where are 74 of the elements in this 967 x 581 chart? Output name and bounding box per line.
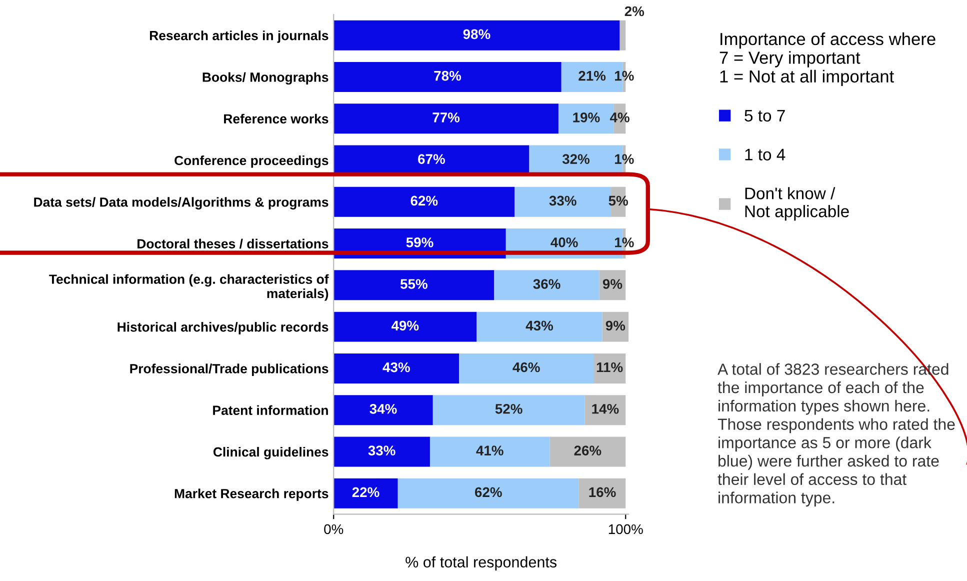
bar: [578, 478, 626, 508]
data-label: 33%: [549, 196, 576, 206]
data-label: 98%: [463, 29, 490, 40]
data-label: 16%: [589, 487, 616, 498]
data-label: 77%: [432, 112, 460, 122]
legend-label: 1 to 4: [745, 148, 786, 160]
data-label: 1%: [615, 70, 634, 81]
y-tick-label: Historical archives/public records: [118, 322, 328, 334]
data-label: 52%: [495, 404, 522, 414]
bar: [334, 270, 494, 300]
data-label: 2%: [624, 6, 644, 16]
data-label: 40%: [550, 237, 578, 248]
bar: [334, 395, 433, 426]
y-tick-label: Professional/Trade publications: [130, 364, 328, 376]
data-label: 9%: [602, 279, 622, 289]
data-label: 46%: [512, 362, 540, 372]
y-tick-label: Reference works: [224, 114, 328, 124]
bar: [334, 62, 562, 92]
bar: [334, 20, 620, 50]
x-axis-title: % of total respondents: [406, 556, 557, 571]
data-label: 43%: [382, 362, 410, 372]
legend-label: Don't know / Not applicable: [745, 187, 849, 221]
data-label: 41%: [476, 446, 504, 456]
bar: [584, 395, 626, 426]
y-tick-label: Technical information (e.g. characteristics of materials): [49, 274, 329, 301]
data-label: 11%: [596, 362, 623, 372]
data-label: 55%: [400, 279, 428, 289]
bar: [494, 270, 600, 300]
legend-title: Importance of access where 7 = Very important 1 = Not at all important: [720, 32, 936, 86]
data-label: 67%: [418, 154, 445, 164]
bar: [476, 312, 602, 342]
data-label: 62%: [474, 487, 502, 498]
data-label: 49%: [391, 320, 419, 331]
data-label: 62%: [410, 196, 438, 206]
data-label: 21%: [578, 70, 606, 81]
y-tick-label: Research articles in journals: [150, 30, 328, 43]
data-label: 19%: [573, 112, 600, 122]
data-label: 14%: [592, 404, 619, 414]
data-label: 9%: [606, 320, 626, 331]
y-tick-label: Data sets/ Data models/Algorithms & programs: [34, 197, 328, 210]
data-label: 59%: [406, 237, 434, 248]
data-label: 36%: [533, 279, 560, 289]
data-label: 4%: [610, 112, 630, 122]
data-label: 5%: [608, 196, 628, 206]
bar: [432, 395, 585, 426]
data-label: 78%: [434, 70, 462, 81]
data-label: 34%: [370, 404, 397, 414]
data-label: 43%: [526, 320, 554, 331]
bar: [334, 478, 398, 508]
bar: [334, 186, 515, 217]
bar: [430, 436, 550, 467]
data-label: 32%: [562, 154, 590, 164]
data-label: 1%: [615, 154, 634, 164]
bar: [334, 312, 477, 342]
bar: [334, 436, 430, 467]
bar: [459, 353, 594, 384]
legend-label: 5 to 7: [744, 110, 785, 122]
y-tick-label: Market Research reports: [174, 488, 328, 501]
y-tick-label: Conference proceedings: [174, 155, 328, 168]
data-label: 33%: [368, 446, 396, 456]
x-tick-label: 0%: [324, 524, 344, 534]
y-tick-label: Doctoral theses / dissertations: [138, 238, 328, 249]
data-label: 1%: [615, 237, 634, 248]
bar: [620, 20, 626, 50]
y-tick-label: Patent information: [213, 405, 328, 415]
x-tick-label: 100%: [608, 524, 643, 534]
bar: [334, 104, 558, 134]
bar: [334, 353, 460, 384]
bar: [550, 436, 626, 467]
y-tick-label: Clinical guidelines: [213, 446, 328, 460]
data-label: 22%: [352, 487, 380, 498]
y-tick-label: Books/ Monographs: [202, 72, 328, 85]
bar: [398, 478, 579, 508]
data-label: 26%: [574, 446, 602, 456]
